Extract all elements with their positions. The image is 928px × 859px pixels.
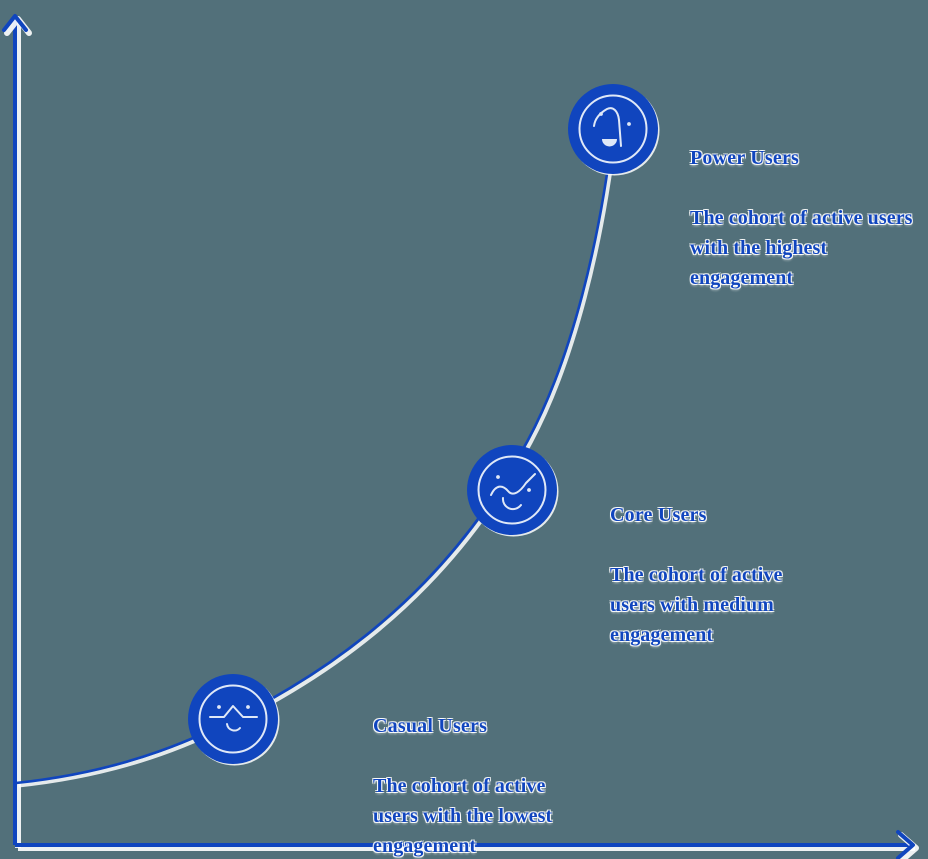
face-mouth-smile-icon (501, 497, 522, 511)
callout-casual-users[interactable]: Casual Users The cohort of active users … (373, 681, 588, 859)
node-core-circle[interactable] (467, 445, 557, 535)
callout-power-users[interactable]: Power Users The cohort of active users w… (690, 113, 915, 323)
callout-casual-description: The cohort of active users with the lowe… (373, 775, 553, 857)
face-brow-arch-icon (593, 107, 622, 147)
growth-curve-line (14, 127, 615, 785)
face-mouth-icon (602, 139, 617, 147)
growth-curve (14, 127, 618, 788)
face-brow-wave-icon (490, 473, 536, 496)
face-brow-flat-peak-icon (209, 705, 258, 718)
face-eye-left-icon (496, 475, 500, 479)
face-eye-right-icon (246, 705, 250, 709)
callout-power-title: Power Users (690, 147, 800, 169)
callout-core-users[interactable]: Core Users The cohort of active users wi… (610, 470, 825, 680)
callout-core-title: Core Users (610, 504, 707, 526)
vertical-axis (2, 14, 32, 848)
callout-casual-title: Casual Users (373, 715, 488, 737)
vertical-axis-arrow-icon (2, 14, 28, 32)
node-power[interactable] (568, 84, 660, 176)
face-wavy-brow-icon (490, 473, 536, 511)
growth-curve-highlight (18, 131, 618, 788)
node-core[interactable] (467, 445, 559, 537)
face-arched-brow-icon (593, 107, 631, 147)
callout-core-description: The cohort of active users with medium e… (610, 564, 783, 646)
horizontal-axis-arrow-icon (896, 830, 915, 859)
face-flat-brow-icon (209, 705, 258, 732)
callout-power-description: The cohort of active users with the high… (690, 207, 913, 289)
node-casual-circle[interactable] (188, 674, 278, 764)
face-eye-right-icon (527, 488, 531, 492)
node-core-inner-ring (477, 455, 547, 525)
node-casual[interactable] (188, 674, 280, 766)
node-casual-inner-ring (198, 684, 268, 754)
face-mouth-smile-icon (226, 723, 241, 732)
horizontal-axis (15, 830, 919, 859)
node-power-inner-ring (578, 94, 648, 164)
face-eye-left-icon (217, 705, 221, 709)
node-power-circle[interactable] (568, 84, 658, 174)
face-eye-right-icon (627, 122, 631, 126)
